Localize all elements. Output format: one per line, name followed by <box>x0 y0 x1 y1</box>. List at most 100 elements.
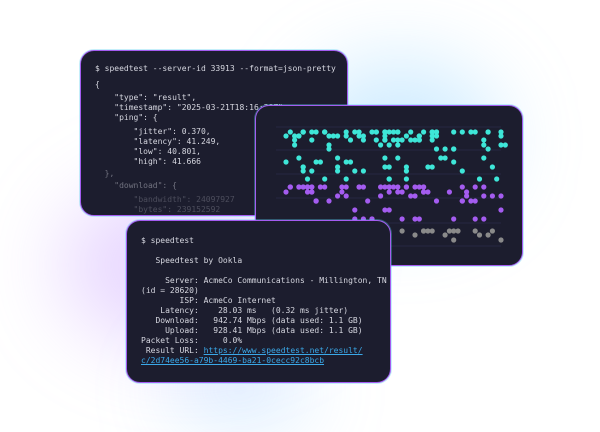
dot-mark <box>360 184 366 190</box>
cli-output-line: Upload: 928.41 Mbps (data used: 1.1 GB) <box>141 326 363 335</box>
dot-mark <box>451 129 457 135</box>
dot-mark <box>300 168 306 174</box>
result-url-link[interactable]: https://www.speedtest.net/result/ <box>203 346 363 355</box>
dot-mark <box>386 207 392 213</box>
dot-mark <box>360 133 366 139</box>
json-line: "high": 41.666 <box>95 157 201 166</box>
dot-mark <box>313 198 319 204</box>
json-line: "jitter": 0.370, <box>95 127 211 136</box>
dot-mark <box>369 129 375 135</box>
dot-mark <box>498 237 504 243</box>
cli-terminal-window: $ speedtest Speedtest by Ookla Server: A… <box>126 220 391 383</box>
dot-mark <box>481 193 487 199</box>
dot-mark <box>378 184 384 190</box>
dot-mark <box>335 168 341 174</box>
dot-mark <box>300 184 306 190</box>
dot-mark <box>317 159 323 165</box>
dot-mark <box>382 137 388 143</box>
dot-mark <box>433 198 440 204</box>
json-line: }, <box>95 169 115 178</box>
dot-mark <box>360 137 366 143</box>
cli-output-line: Packet Loss: 0.0% <box>141 336 243 345</box>
dot-mark <box>412 137 418 143</box>
json-line: "bandwidth": 24097927 <box>95 195 235 204</box>
dot-mark <box>352 168 358 174</box>
dot-mark <box>343 193 349 199</box>
dot-mark <box>283 133 289 139</box>
dot-mark <box>412 193 418 199</box>
dot-mark <box>296 184 302 190</box>
cli-command: $ speedtest <box>141 236 194 245</box>
dot-mark <box>322 129 328 135</box>
dot-mark <box>421 228 427 234</box>
dot-mark <box>382 155 388 161</box>
json-line: "type": "result", <box>95 93 197 102</box>
dot-mark <box>343 159 349 165</box>
dot-mark <box>395 155 401 161</box>
dot-mark <box>421 129 427 135</box>
dot-mark <box>425 228 431 234</box>
dot-mark <box>343 184 349 190</box>
dot-mark <box>399 137 405 143</box>
dot-mark <box>386 142 392 148</box>
dot-mark <box>502 142 508 148</box>
dot-mark <box>451 159 457 165</box>
dot-mark <box>378 193 384 199</box>
dot-mark <box>292 137 298 143</box>
dot-mark <box>403 176 409 182</box>
dot-mark <box>416 184 422 190</box>
dot-mark <box>313 159 319 165</box>
dot-mark <box>326 146 332 152</box>
dot-mark <box>412 232 418 238</box>
dot-mark <box>412 184 418 190</box>
dot-mark <box>408 193 414 199</box>
dot-mark <box>498 129 504 135</box>
dot-mark <box>304 176 311 182</box>
dot-mark <box>399 189 405 195</box>
dot-mark <box>296 133 302 139</box>
dot-mark <box>287 184 293 190</box>
dot-mark <box>309 168 315 174</box>
dot-mark <box>352 129 358 135</box>
dot-mark <box>408 137 414 143</box>
dot-mark <box>356 129 362 135</box>
dot-mark <box>446 228 452 234</box>
dot-mark <box>429 228 435 234</box>
dot-mark <box>386 129 392 135</box>
dot-mark <box>472 184 478 190</box>
dot-mark <box>352 207 358 213</box>
dot-mark <box>292 133 298 139</box>
dot-mark <box>485 146 491 152</box>
dot-mark <box>309 184 315 190</box>
json-line: "ping": { <box>95 113 158 122</box>
result-url-link-cont[interactable]: c/2d74ee56-a79b-4469-ba21-0cecc92c8bcb <box>141 356 325 365</box>
cli-output-line: Server: AcmeCo Communications - Millingt… <box>141 276 387 285</box>
dot-mark <box>489 228 495 234</box>
dot-mark <box>489 193 495 199</box>
dot-mark <box>317 184 323 190</box>
dot-mark <box>451 228 457 234</box>
dot-mark <box>304 189 311 195</box>
dot-mark <box>283 189 289 195</box>
dot-mark <box>464 193 470 199</box>
dot-mark <box>429 129 435 135</box>
dot-mark <box>416 137 422 143</box>
dot-mark <box>347 159 354 165</box>
dot-mark <box>382 207 388 213</box>
dot-mark <box>360 168 366 174</box>
dot-mark <box>309 189 315 195</box>
dot-mark <box>399 216 405 222</box>
json-line: "low": 40.801, <box>95 147 201 156</box>
dot-mark <box>459 129 465 135</box>
dot-mark <box>343 133 349 139</box>
dot-mark <box>378 142 384 148</box>
dot-mark <box>451 237 457 243</box>
dot-mark <box>498 193 504 199</box>
dot-mark <box>390 184 397 190</box>
cli-output-line: (id = 28620) <box>141 286 199 295</box>
dot-mark <box>481 137 487 143</box>
cli-heading: Speedtest by Ookla <box>141 256 243 265</box>
dot-mark <box>442 155 448 161</box>
dot-mark <box>442 232 448 238</box>
json-command: $ speedtest --server-id 33913 --format=j… <box>95 64 336 73</box>
